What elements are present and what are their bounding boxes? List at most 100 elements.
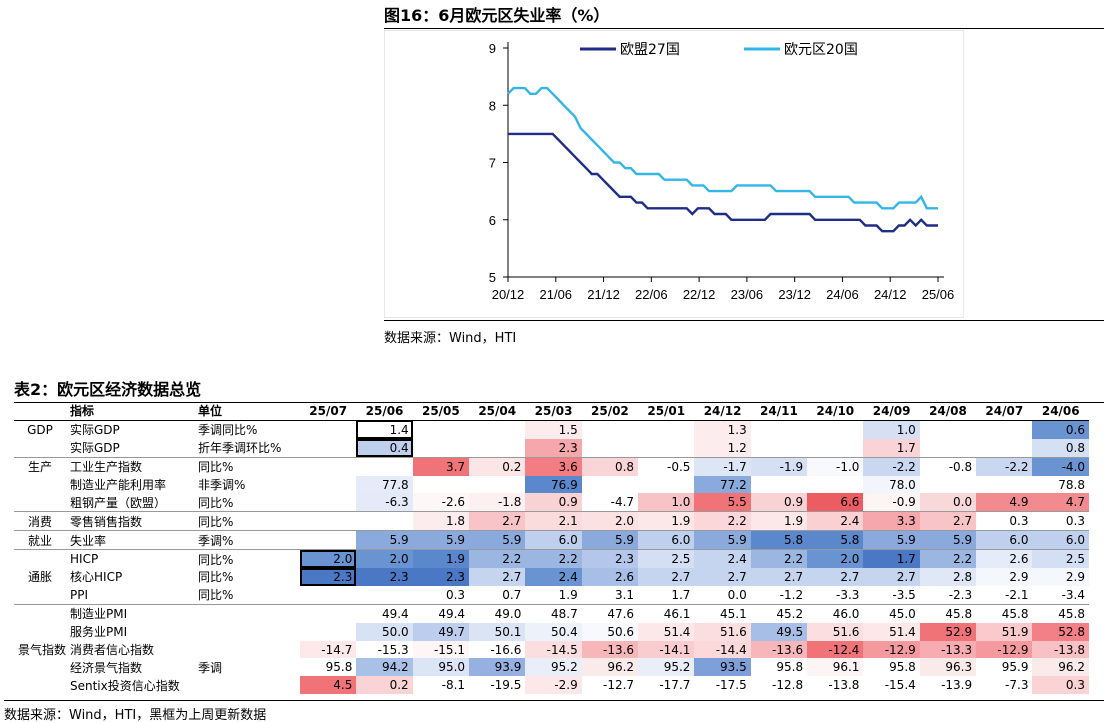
x-tick-label: 23/06 xyxy=(731,287,764,302)
value-cell: -13.8 xyxy=(1032,640,1089,659)
value-cell: 51.4 xyxy=(863,622,920,641)
value-cell xyxy=(638,420,694,438)
value-cell: 0.6 xyxy=(1032,420,1089,439)
value-cell: -14.5 xyxy=(525,640,582,659)
value-cell xyxy=(976,438,1033,458)
row-indicator: 失业率 xyxy=(66,530,194,551)
table-row: Sentix投资信心指数 4.5 0.2 -8.1 -19.5 -2.9 -12.7 -17.… xyxy=(14,676,1089,695)
x-tick-label: 20/12 xyxy=(492,287,525,302)
row-category: 生产 xyxy=(27,460,52,475)
table-row: 制造业PMI 49.4 49.4 49.0 48.7 47.6 46.1 45.1 45.2 46… xyxy=(14,604,1089,623)
value-cell: 1.4 xyxy=(356,420,413,439)
value-cell xyxy=(300,493,357,513)
value-cell: -0.9 xyxy=(863,493,920,513)
value-cell: -4.7 xyxy=(581,493,639,513)
value-cell xyxy=(356,457,412,475)
value-cell xyxy=(300,623,356,641)
row-unit: 非季调% xyxy=(198,478,246,492)
value-cell: 93.9 xyxy=(469,658,526,677)
header-unit: 单位 xyxy=(194,402,300,421)
value-cell xyxy=(356,511,413,532)
x-tick-label: 22/12 xyxy=(683,287,716,302)
row-unit xyxy=(194,604,300,622)
row-unit: 同比% xyxy=(198,460,234,475)
value-cell: -14.7 xyxy=(300,640,357,659)
value-cell: 2.9 xyxy=(976,568,1033,586)
table-row: 实际GDP 折年季调环比% 0.4 2.3 1.2 1.7 0.8 xyxy=(14,438,1089,458)
value-cell: -17.7 xyxy=(638,676,695,695)
value-cell: 50.6 xyxy=(581,622,639,641)
value-cell: 49.0 xyxy=(469,604,526,623)
value-cell: 1.3 xyxy=(694,420,751,439)
value-cell: 49.4 xyxy=(412,604,470,623)
value-cell: -3.5 xyxy=(863,585,920,605)
value-cell: 0.2 xyxy=(469,457,526,476)
value-cell: 2.7 xyxy=(919,511,977,532)
value-cell: 45.1 xyxy=(694,604,751,623)
value-cell: 50.4 xyxy=(525,622,582,641)
value-cell: 6.6 xyxy=(807,493,864,513)
value-cell: 4.9 xyxy=(976,493,1033,513)
header-month: 24/12 xyxy=(694,402,751,421)
value-cell: 6.0 xyxy=(976,530,1033,551)
y-tick-label: 9 xyxy=(489,41,496,56)
row-indicator: 制造业产能利用率 xyxy=(70,478,167,492)
value-cell: 76.9 xyxy=(525,475,582,494)
row-category: 消费 xyxy=(14,511,66,532)
value-cell: 50.0 xyxy=(356,622,413,641)
legend-label-1: 欧元区20国 xyxy=(784,42,858,58)
header-month: 25/05 xyxy=(412,402,470,421)
table-row: 粗钢产量（欧盟） 同比% -6.3 -2.6 -1.8 0.9 -4.7 1.0 5.5 0.9 6… xyxy=(14,493,1089,513)
value-cell: 6.0 xyxy=(1032,530,1089,551)
row-category xyxy=(14,476,66,494)
x-tick-label: 21/12 xyxy=(587,287,620,302)
row-category xyxy=(14,676,66,694)
row-indicator: 工业生产指数 xyxy=(70,460,143,475)
value-cell: -2.9 xyxy=(525,676,582,695)
value-cell: -2.2 xyxy=(863,457,920,476)
row-unit: 同比% xyxy=(198,552,234,567)
value-cell xyxy=(412,438,470,458)
value-cell: 5.8 xyxy=(807,530,864,551)
row-category: 就业 xyxy=(14,530,66,551)
row-unit: 同比% xyxy=(194,493,300,513)
value-cell: 0.7 xyxy=(469,585,526,605)
value-cell: 0.0 xyxy=(694,585,751,605)
header-month: 24/10 xyxy=(807,402,864,421)
row-category xyxy=(14,493,66,513)
value-cell: 0.9 xyxy=(750,493,808,513)
value-cell xyxy=(807,476,863,494)
series-group xyxy=(507,86,938,233)
value-cell: -13.6 xyxy=(750,640,808,659)
value-cell xyxy=(582,420,638,438)
header-month: 25/03 xyxy=(525,402,582,421)
value-cell: 1.5 xyxy=(525,420,582,439)
x-tick-label: 24/12 xyxy=(874,287,907,302)
value-cell: 45.0 xyxy=(863,604,920,623)
value-cell: 0.9 xyxy=(525,493,582,513)
value-cell: 78.0 xyxy=(863,475,920,494)
value-cell: -13.9 xyxy=(919,676,977,695)
value-cell: 6.0 xyxy=(525,530,582,551)
value-cell xyxy=(750,438,808,458)
value-cell: -12.9 xyxy=(863,640,920,659)
value-cell: 77.2 xyxy=(694,475,751,494)
value-cell: 47.6 xyxy=(581,604,639,623)
value-cell: 2.1 xyxy=(525,511,582,532)
table-row: 服务业PMI 50.0 49.7 50.1 50.4 50.6 51.4 51.6 49.5 51… xyxy=(14,622,1089,641)
table-row: GDP 实际GDP 季调同比% 1.4 1.5 1.3 1.0 0.6 xyxy=(14,420,1089,439)
value-cell: 1.9 xyxy=(750,511,808,532)
value-cell: 2.6 xyxy=(976,549,1033,569)
value-cell: 2.0 xyxy=(356,549,413,569)
value-cell: 50.1 xyxy=(469,622,526,641)
value-cell: -13.3 xyxy=(919,640,977,659)
value-cell: -3.4 xyxy=(1032,585,1089,605)
value-cell: 49.5 xyxy=(750,622,808,641)
value-cell xyxy=(300,420,356,438)
value-cell: 1.9 xyxy=(638,511,695,532)
value-cell: 45.8 xyxy=(1032,604,1089,623)
value-cell: -1.8 xyxy=(469,493,526,513)
row-indicator: 实际GDP xyxy=(66,438,194,458)
row-indicator: 零售销售指数 xyxy=(66,511,194,532)
value-cell: 3.3 xyxy=(863,511,920,532)
